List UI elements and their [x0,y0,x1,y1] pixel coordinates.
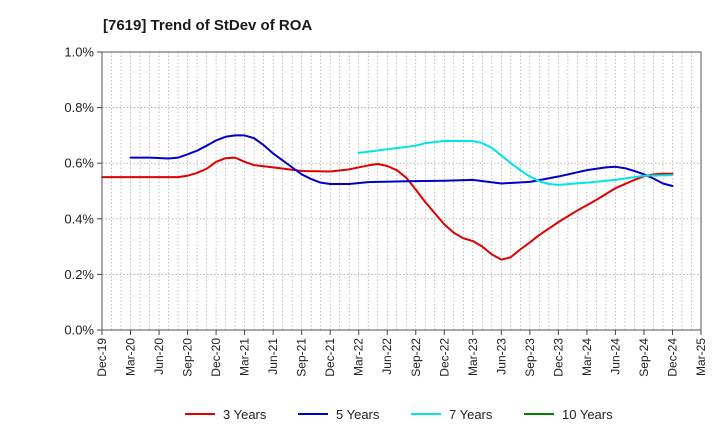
x-tick-label: Dec-21 [323,338,337,377]
chart-title: [7619] Trend of StDev of ROA [103,17,312,34]
legend: 3 Years 5 Years 7 Years 10 Years [185,407,613,422]
x-tick-label: Mar-21 [238,338,252,376]
y-tick-label: 0.0% [64,323,94,338]
x-tick-label: Sep-21 [295,338,309,377]
x-tick-label: Mar-24 [580,338,594,376]
x-tick-label: Mar-23 [466,338,480,376]
x-tick-label: Sep-22 [409,338,423,377]
plot-frame [101,51,702,331]
x-tick-label: Dec-20 [209,338,223,377]
series-line-3-years [101,156,674,261]
plot-area [102,52,701,330]
x-tick-label: Dec-24 [665,338,679,377]
x-tick-label: Jun-20 [152,338,166,375]
x-tick-label: Jun-22 [380,338,394,375]
x-tick-label: Dec-22 [437,338,451,377]
x-tick-label: Sep-20 [181,338,195,377]
x-tick-label: Mar-22 [352,338,366,376]
y-tick-label: 0.2% [64,267,94,282]
x-tick-label: Dec-23 [551,338,565,377]
series-line-5-years [129,134,674,187]
legend-label: 10 Years [562,407,613,422]
x-tick-label: Jun-21 [266,338,280,375]
y-tick-label: 1.0% [64,45,94,60]
grid-layer [101,51,702,331]
series-layer [101,134,674,261]
legend-label: 7 Years [449,407,493,422]
x-tick-label: Jun-23 [494,338,508,375]
x-tick-label: Jun-24 [608,338,622,375]
x-tick-label: Sep-23 [523,338,537,377]
axis-layer: 0.0% 0.2% 0.4% 0.6% 0.8% 1.0% Dec-19 Mar-20 Jun-… [64,45,708,377]
legend-label: 5 Years [336,407,380,422]
x-tick-label: Mar-20 [124,338,138,376]
y-tick-label: 0.8% [64,100,94,115]
series-line-7-years [357,139,674,186]
x-tick-label: Dec-19 [95,338,109,377]
x-tick-label: Sep-24 [637,338,651,377]
y-tick-label: 0.6% [64,156,94,171]
x-tick-label: Mar-25 [694,338,708,376]
legend-label: 3 Years [223,407,267,422]
y-tick-label: 0.4% [64,211,94,226]
